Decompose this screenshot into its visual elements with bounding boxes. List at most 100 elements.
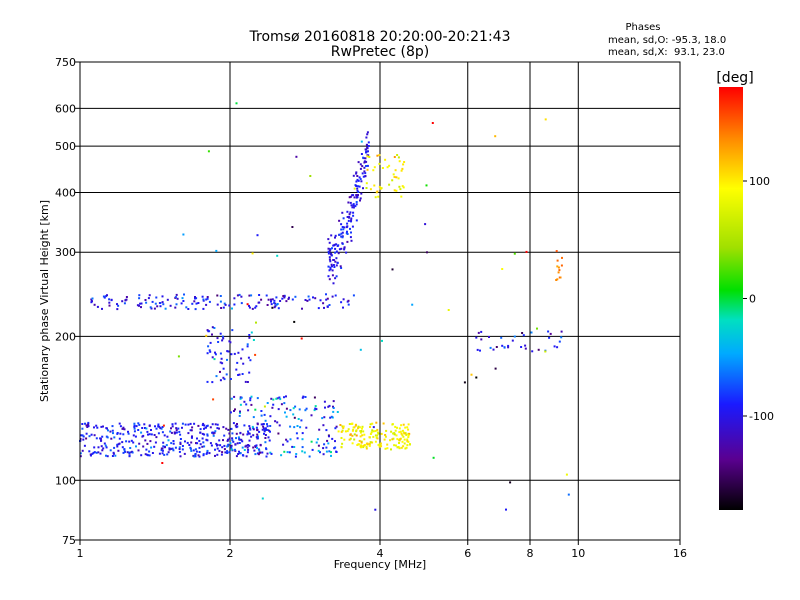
data-point (383, 438, 386, 441)
data-point (214, 423, 217, 426)
data-point (407, 423, 410, 426)
data-point (223, 378, 226, 381)
data-point (216, 423, 219, 426)
data-point (323, 443, 326, 446)
data-point (362, 446, 365, 449)
data-point (323, 416, 326, 419)
data-point (194, 448, 197, 451)
data-point (236, 423, 238, 425)
data-point (172, 440, 175, 442)
data-point (91, 452, 94, 455)
data-point (223, 448, 226, 451)
data-point (404, 447, 407, 450)
data-point (241, 440, 244, 443)
data-point (544, 350, 547, 353)
data-point (128, 454, 131, 457)
data-point (480, 338, 483, 341)
data-point (238, 414, 241, 417)
data-point (340, 437, 343, 439)
data-point (116, 303, 118, 306)
data-point (140, 454, 143, 457)
data-point (215, 249, 218, 252)
data-point (239, 397, 242, 400)
data-point (536, 327, 538, 330)
data-point (265, 455, 268, 458)
data-point (248, 427, 251, 430)
data-point (257, 448, 260, 451)
data-point (141, 427, 144, 429)
data-point (219, 352, 222, 355)
data-point (257, 435, 259, 438)
data-point (138, 423, 141, 426)
data-point (346, 222, 349, 225)
data-point (346, 233, 349, 235)
data-point (121, 446, 124, 449)
data-point (161, 426, 164, 428)
data-point (231, 437, 234, 440)
data-point (366, 168, 369, 171)
data-point (520, 346, 523, 348)
data-point (270, 452, 273, 455)
data-point (157, 432, 160, 435)
data-point (194, 455, 197, 458)
data-point (212, 432, 215, 435)
data-point (201, 437, 204, 440)
data-point (241, 373, 244, 375)
data-point (106, 294, 108, 297)
data-point (334, 427, 337, 430)
data-point (346, 230, 348, 233)
data-point (314, 297, 317, 300)
data-point (299, 426, 302, 429)
data-point (109, 449, 112, 452)
data-point (278, 396, 281, 399)
data-point (133, 424, 136, 427)
data-point (380, 432, 383, 435)
data-point (269, 451, 272, 454)
data-point (212, 398, 215, 401)
data-point (371, 422, 374, 425)
data-point (90, 301, 93, 304)
data-point (87, 421, 90, 424)
data-point (346, 216, 349, 218)
data-point (328, 404, 331, 407)
data-point (368, 156, 371, 158)
data-point (337, 244, 340, 247)
data-point (177, 427, 180, 430)
data-point (327, 405, 330, 408)
data-point (223, 434, 226, 437)
data-point (206, 352, 209, 355)
data-point (211, 381, 214, 384)
data-point (356, 178, 359, 181)
data-point (205, 298, 208, 301)
data-point (369, 426, 371, 428)
data-point (154, 441, 157, 444)
data-point (503, 346, 506, 349)
data-point (144, 439, 147, 442)
data-point (226, 450, 229, 453)
data-point (118, 437, 121, 440)
data-point (216, 294, 219, 297)
data-point (196, 442, 199, 445)
data-point (244, 445, 247, 448)
data-point (186, 441, 189, 444)
data-point (378, 443, 381, 446)
data-point (301, 307, 303, 310)
data-point (351, 206, 354, 209)
data-point (139, 302, 142, 305)
data-point (289, 438, 292, 441)
data-point (175, 429, 178, 432)
data-point (205, 334, 208, 337)
data-point (340, 228, 343, 231)
data-point (161, 462, 164, 464)
data-point (347, 299, 350, 302)
data-point (363, 433, 366, 436)
data-point (144, 453, 147, 456)
data-point (355, 194, 358, 197)
data-point (403, 442, 406, 445)
data-point (398, 185, 401, 188)
chart-subtitle: RwPretec (8p) (331, 44, 429, 60)
data-point (283, 402, 286, 405)
data-point (214, 448, 216, 451)
data-point (560, 330, 563, 333)
data-point (211, 423, 214, 426)
